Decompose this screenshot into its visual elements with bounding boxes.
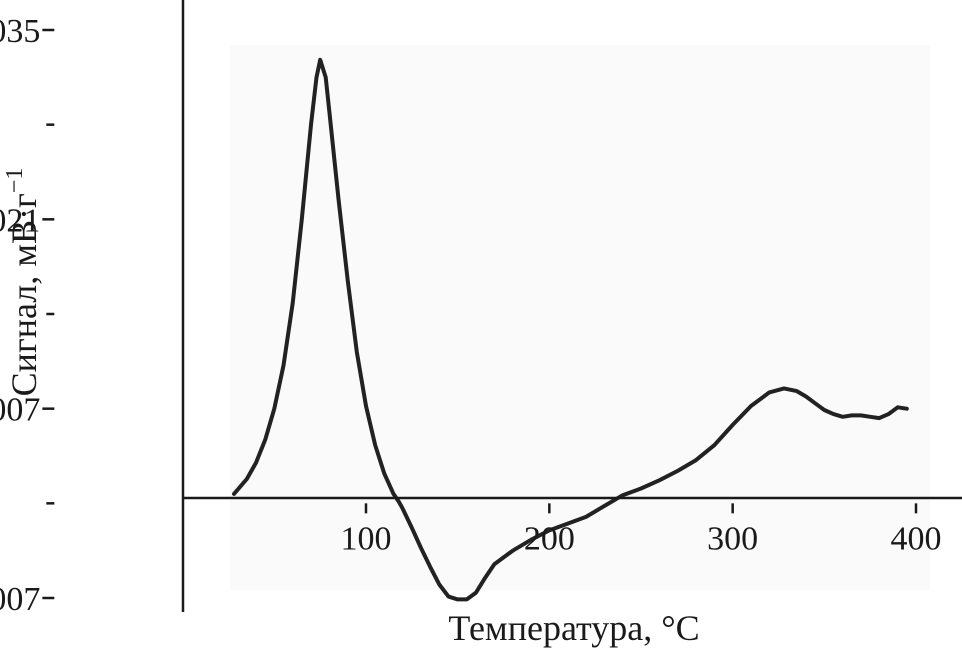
x-ticks: 100 200 300 400 [341, 503, 942, 557]
y-tick-label: 0.035 [0, 13, 40, 50]
y-axis-title-exponent: −1 [2, 168, 28, 194]
y-tick-label: 0.021 [0, 202, 40, 239]
x-tick-label: 300 [707, 520, 758, 557]
x-tick-label: 100 [341, 520, 392, 557]
y-tick-label: –0.007 [0, 581, 40, 618]
plot-area-background [230, 45, 930, 590]
x-tick-label: 400 [891, 520, 942, 557]
series-line-signal [232, 57, 909, 602]
y-axis-title-text: Сигнал, мВ·г [4, 193, 44, 396]
y-ticks: –0.007 0.007 0.021 0.035 [0, 13, 55, 618]
x-axis-title: Температура, °C [448, 608, 699, 648]
y-axis-title-group: Сигнал, мВ·г−1 [2, 168, 44, 397]
x-tick-label: 200 [524, 520, 575, 557]
y-tick-label: 0.007 [0, 392, 40, 429]
y-axis-title: Сигнал, мВ·г−1 [2, 168, 44, 397]
